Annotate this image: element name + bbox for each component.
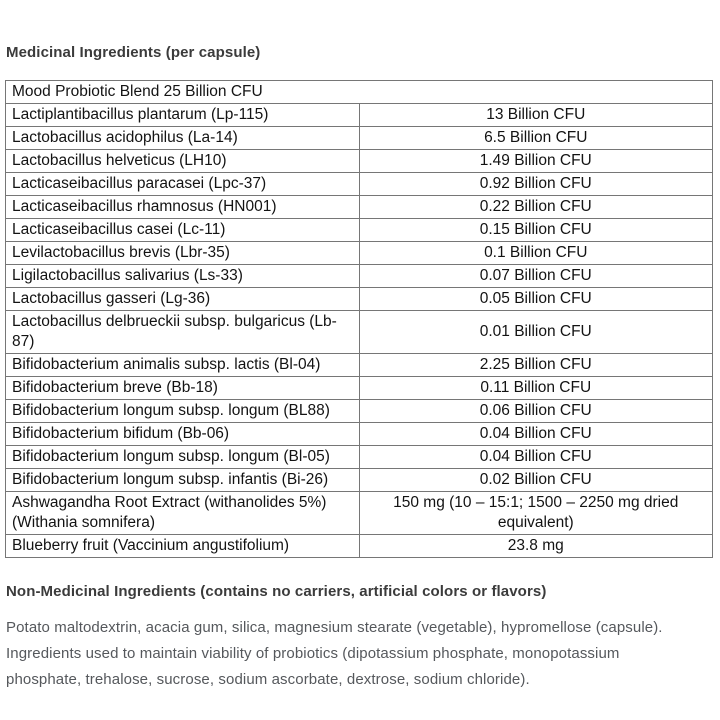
amount-cell: 0.92 Billion CFU [358,172,713,196]
non-medicinal-ingredients-text: Potato maltodextrin, acacia gum, silica,… [6,619,663,688]
amount-cell: 0.15 Billion CFU [358,218,713,242]
table-row: Lactobacillus delbrueckii subsp. bulgari… [5,310,713,354]
amount-cell: 0.01 Billion CFU [358,310,713,354]
amount-cell: 6.5 Billion CFU [358,126,713,150]
table-row: Ashwagandha Root Extract (withanolides 5… [5,491,713,535]
table-row: Blueberry fruit (Vaccinium angustifolium… [5,534,713,558]
table-row: Lactobacillus gasseri (Lg-36) 0.05 Billi… [5,287,713,311]
blend-header-cell: Mood Probiotic Blend 25 Billion CFU [5,80,713,104]
table-row: Lactobacillus helveticus (LH10) 1.49 Bil… [5,149,713,173]
ingredient-cell: Bifidobacterium longum subsp. infantis (… [5,468,360,492]
table-row: Bifidobacterium bifidum (Bb-06) 0.04 Bil… [5,422,713,446]
amount-cell: 0.05 Billion CFU [358,287,713,311]
blend-header-row: Mood Probiotic Blend 25 Billion CFU [5,80,713,104]
amount-cell: 0.11 Billion CFU [358,376,713,400]
ingredient-cell: Blueberry fruit (Vaccinium angustifolium… [5,534,360,558]
table-row: Lacticaseibacillus paracasei (Lpc-37) 0.… [5,172,713,196]
ingredient-cell: Bifidobacterium longum subsp. longum (Bl… [5,445,360,469]
medicinal-ingredients-table: Mood Probiotic Blend 25 Billion CFU Lact… [5,80,713,558]
table-row: Lacticaseibacillus casei (Lc-11) 0.15 Bi… [5,218,713,242]
table-row: Bifidobacterium longum subsp. longum (Bl… [5,445,713,469]
amount-cell: 0.1 Billion CFU [358,241,713,265]
ingredient-cell: Bifidobacterium animalis subsp. lactis (… [5,353,360,377]
amount-cell: 1.49 Billion CFU [358,149,713,173]
amount-cell: 150 mg (10 – 15:1; 1500 – 2250 mg dried … [358,491,713,535]
table-row: Lacticaseibacillus rhamnosus (HN001) 0.2… [5,195,713,219]
ingredient-cell: Lactobacillus helveticus (LH10) [5,149,360,173]
table-row: Levilactobacillus brevis (Lbr-35) 0.1 Bi… [5,241,713,265]
ingredient-cell: Lacticaseibacillus paracasei (Lpc-37) [5,172,360,196]
medicinal-ingredients-heading: Medicinal Ingredients (per capsule) [6,44,261,61]
table-row: Bifidobacterium animalis subsp. lactis (… [5,353,713,377]
ingredient-cell: Lacticaseibacillus casei (Lc-11) [5,218,360,242]
ingredient-cell: Lactobacillus delbrueckii subsp. bulgari… [5,310,360,354]
non-medicinal-ingredients-heading: Non-Medicinal Ingredients (contains no c… [6,583,547,600]
amount-cell: 0.06 Billion CFU [358,399,713,423]
ingredient-cell: Levilactobacillus brevis (Lbr-35) [5,241,360,265]
ingredient-cell: Lacticaseibacillus rhamnosus (HN001) [5,195,360,219]
ingredient-cell: Ashwagandha Root Extract (withanolides 5… [5,491,360,535]
amount-cell: 2.25 Billion CFU [358,353,713,377]
table-row: Ligilactobacillus salivarius (Ls-33) 0.0… [5,264,713,288]
table-row: Bifidobacterium breve (Bb-18) 0.11 Billi… [5,376,713,400]
table-row: Bifidobacterium longum subsp. infantis (… [5,468,713,492]
ingredient-cell: Lactobacillus acidophilus (La-14) [5,126,360,150]
ingredient-cell: Bifidobacterium longum subsp. longum (BL… [5,399,360,423]
ingredient-cell: Lactobacillus gasseri (Lg-36) [5,287,360,311]
ingredient-cell: Bifidobacterium bifidum (Bb-06) [5,422,360,446]
table-row: Bifidobacterium longum subsp. longum (BL… [5,399,713,423]
table-row: Lactiplantibacillus plantarum (Lp-115) 1… [5,103,713,127]
amount-cell: 13 Billion CFU [358,103,713,127]
amount-cell: 0.04 Billion CFU [358,422,713,446]
amount-cell: 23.8 mg [358,534,713,558]
ingredient-cell: Bifidobacterium breve (Bb-18) [5,376,360,400]
amount-cell: 0.22 Billion CFU [358,195,713,219]
amount-cell: 0.02 Billion CFU [358,468,713,492]
amount-cell: 0.07 Billion CFU [358,264,713,288]
ingredient-label-page: Medicinal Ingredients (per capsule) Mood… [5,44,713,688]
ingredient-cell: Ligilactobacillus salivarius (Ls-33) [5,264,360,288]
table-row: Lactobacillus acidophilus (La-14) 6.5 Bi… [5,126,713,150]
amount-cell: 0.04 Billion CFU [358,445,713,469]
ingredient-cell: Lactiplantibacillus plantarum (Lp-115) [5,103,360,127]
